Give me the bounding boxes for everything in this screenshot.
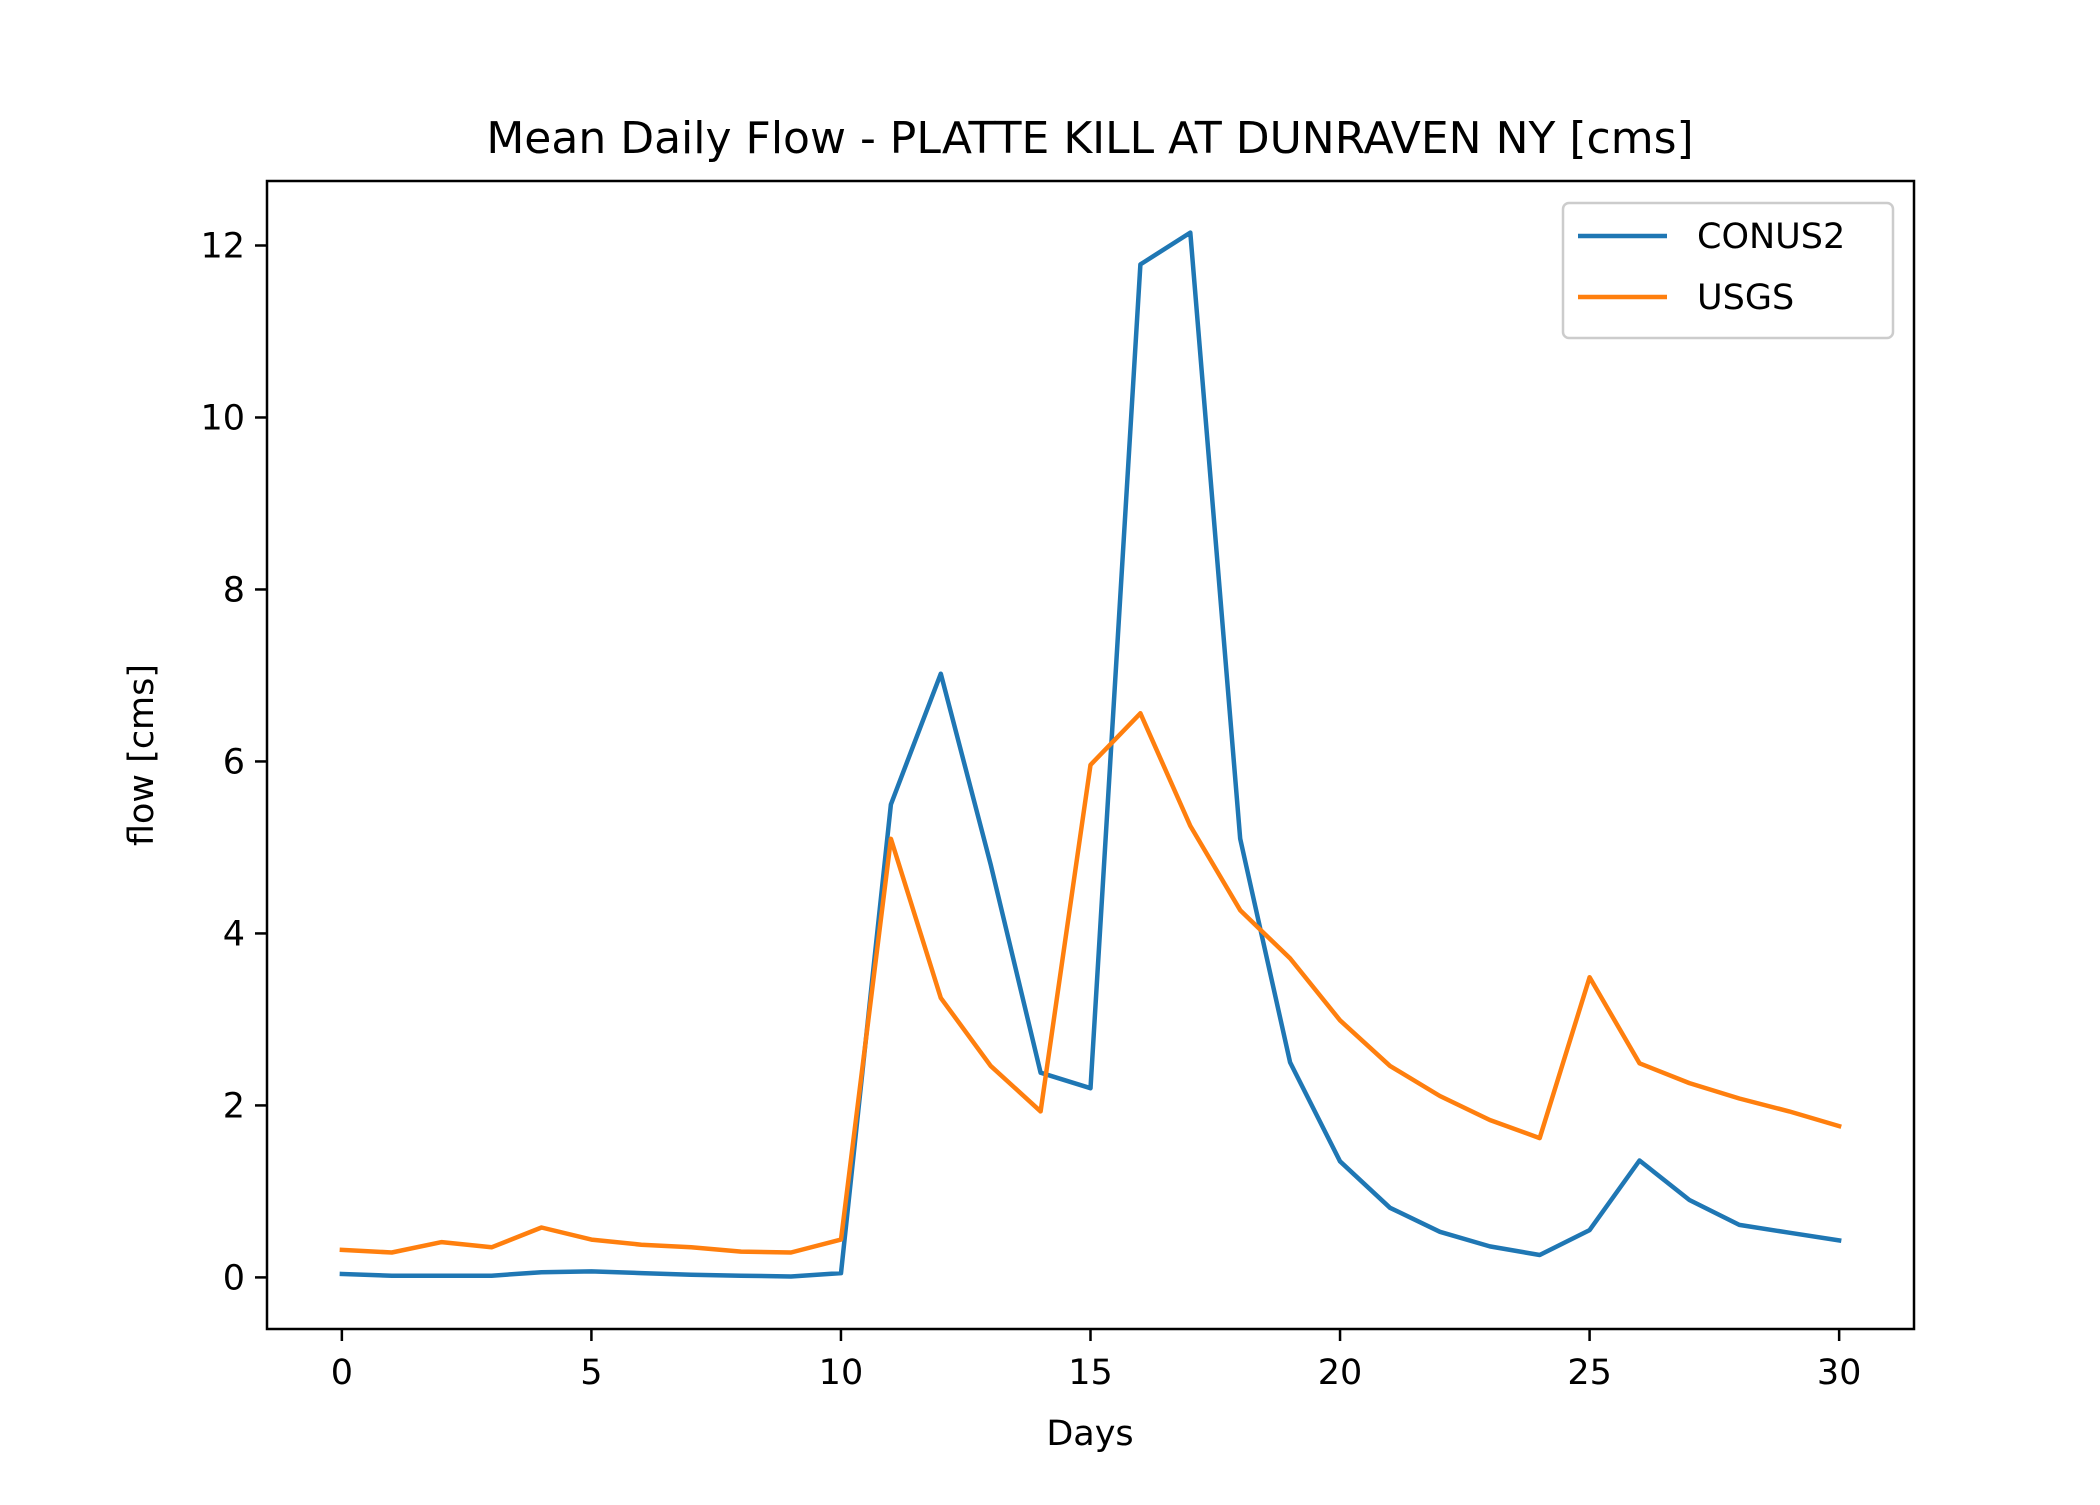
y-axis-label: flow [cms] [122,664,162,846]
chart-title: Mean Daily Flow - PLATTE KILL AT DUNRAVE… [486,113,1693,164]
x-tick-label: 25 [1567,1353,1612,1393]
y-tick-label: 8 [223,570,245,610]
plot-frame [265,179,1916,1331]
legend-label-usgs: USGS [1697,278,1794,318]
legend-label-conus2: CONUS2 [1697,217,1845,257]
x-tick-label: 15 [1068,1353,1113,1393]
x-tick-label: 20 [1318,1353,1363,1393]
y-tick-label: 4 [223,914,245,954]
y-tick-label: 6 [223,742,245,782]
series-line-conus2 [339,230,1842,1279]
plot-lines [339,230,1842,1279]
y-tick-label: 10 [200,398,245,438]
x-tick-label: 10 [819,1353,864,1393]
x-tick-label: 5 [580,1353,602,1393]
y-axis: 0 2 4 6 8 10 12 [200,226,267,1298]
x-tick-label: 0 [331,1353,353,1393]
y-tick-label: 12 [200,226,245,266]
y-tick-label: 0 [223,1258,245,1298]
legend: CONUS2 USGS [1561,201,1895,340]
x-tick-label: 30 [1817,1353,1862,1393]
series-line-usgs [339,711,1842,1255]
x-axis-label: Days [1046,1414,1133,1454]
x-axis: 0 5 10 15 20 25 30 [331,1329,1862,1393]
y-tick-label: 2 [223,1086,245,1126]
